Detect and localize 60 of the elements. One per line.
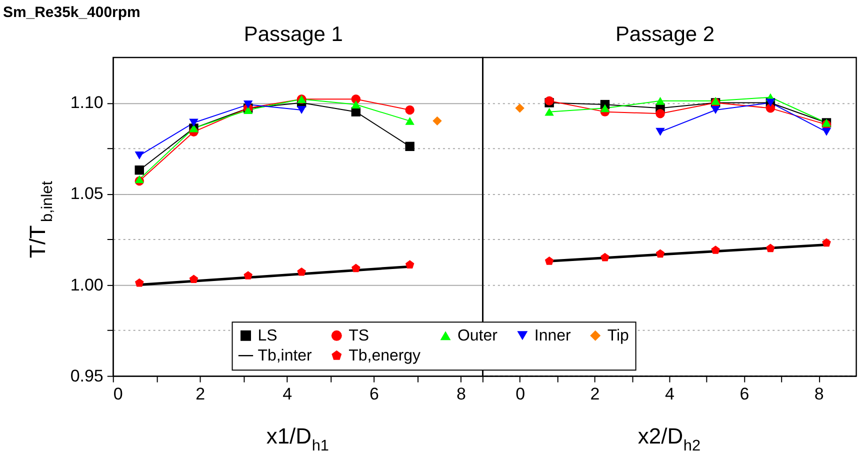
y-tick-label: 1.10 bbox=[70, 93, 104, 112]
point bbox=[515, 104, 524, 113]
point bbox=[134, 175, 144, 184]
point bbox=[766, 104, 776, 113]
legend-label: LS bbox=[258, 328, 278, 345]
point bbox=[243, 100, 253, 109]
point bbox=[822, 128, 832, 136]
point bbox=[710, 106, 720, 114]
chart-title: Passage 2 bbox=[615, 23, 715, 46]
point bbox=[351, 100, 361, 109]
point bbox=[244, 271, 252, 280]
point bbox=[405, 142, 414, 152]
point bbox=[711, 246, 720, 254]
text: Sm_Re35k_400rpm bbox=[2, 4, 140, 22]
point bbox=[243, 106, 253, 114]
x-tick-label: 8 bbox=[814, 384, 824, 404]
point bbox=[189, 274, 198, 284]
point bbox=[405, 260, 414, 268]
point bbox=[544, 256, 554, 265]
point bbox=[134, 152, 144, 160]
x-tick-label: 4 bbox=[282, 384, 292, 404]
y-tick-label: 1.00 bbox=[70, 275, 104, 294]
point bbox=[656, 249, 665, 258]
point bbox=[351, 94, 361, 104]
point bbox=[544, 108, 554, 116]
point bbox=[822, 238, 831, 247]
point bbox=[135, 278, 144, 287]
point bbox=[352, 264, 360, 272]
x-tick-label: 4 bbox=[665, 384, 674, 404]
point bbox=[296, 106, 306, 114]
x-tick-label: 2 bbox=[196, 384, 206, 404]
point bbox=[766, 244, 775, 252]
y-tick-label: 1.05 bbox=[70, 184, 104, 204]
point bbox=[600, 104, 610, 112]
point bbox=[405, 116, 414, 125]
point bbox=[656, 109, 665, 118]
legend-label: Tb,energy bbox=[348, 348, 421, 365]
legend-label: Tip bbox=[607, 328, 630, 345]
point bbox=[432, 116, 442, 126]
point bbox=[405, 105, 414, 115]
y-tick-label: 0.95 bbox=[70, 366, 104, 386]
point bbox=[656, 96, 665, 105]
point bbox=[189, 118, 198, 127]
point bbox=[297, 267, 306, 276]
x-tick-label: 8 bbox=[456, 384, 466, 404]
point bbox=[710, 96, 720, 105]
legend-label: Outer bbox=[458, 328, 498, 345]
x-tick-label: 0 bbox=[516, 384, 526, 404]
legend-label: Tb,inter bbox=[258, 348, 313, 365]
legend-label: Inner bbox=[534, 328, 572, 345]
point bbox=[134, 165, 144, 175]
x-tick-label: 0 bbox=[113, 384, 123, 404]
y-axis-title: T/Tb,inlet bbox=[24, 180, 56, 258]
chart-title: Passage 1 bbox=[244, 23, 343, 46]
x-tick-label: 2 bbox=[590, 384, 600, 404]
point bbox=[656, 128, 665, 136]
x-tick-label: 6 bbox=[370, 384, 379, 404]
legend-label: TS bbox=[348, 328, 370, 345]
point bbox=[600, 252, 610, 262]
x-tick-label: 6 bbox=[740, 384, 750, 404]
